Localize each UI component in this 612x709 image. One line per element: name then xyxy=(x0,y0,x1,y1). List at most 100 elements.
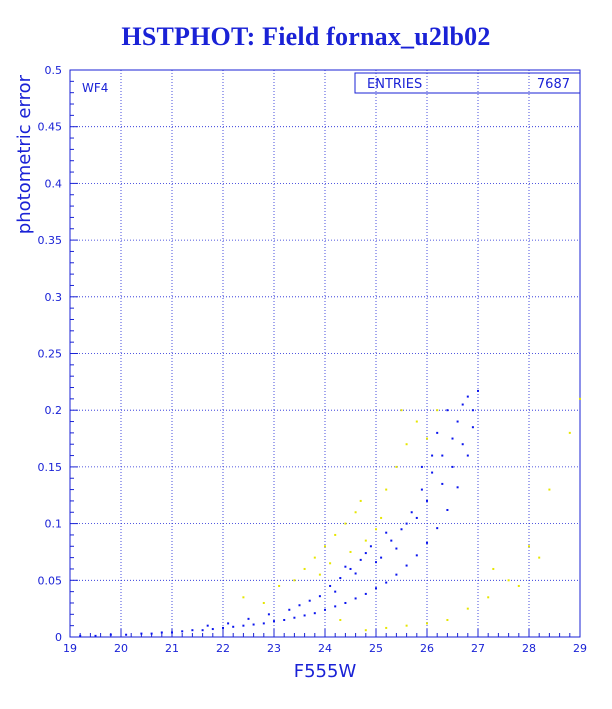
data-point xyxy=(415,516,418,519)
data-point xyxy=(471,426,474,429)
x-tick-label: 23 xyxy=(267,642,281,655)
data-point xyxy=(242,624,245,627)
data-point xyxy=(109,633,112,636)
y-tick-label: 0.5 xyxy=(45,64,63,77)
data-point xyxy=(278,584,281,587)
x-tick-label: 27 xyxy=(471,642,485,655)
data-point xyxy=(487,596,490,599)
data-point xyxy=(375,528,377,531)
data-point xyxy=(405,624,408,627)
stats-entries-value: 7687 xyxy=(537,77,570,92)
chart-title: HSTPHOT: Field fornax_u2lb02 xyxy=(121,22,491,51)
data-point xyxy=(400,528,403,531)
y-tick-label: 0.25 xyxy=(38,348,63,361)
data-point xyxy=(451,437,454,440)
data-point xyxy=(125,633,128,636)
data-point xyxy=(456,486,459,489)
data-point xyxy=(431,471,434,474)
data-point xyxy=(232,625,235,628)
data-point xyxy=(349,550,352,553)
data-point xyxy=(415,420,418,423)
data-point xyxy=(364,552,367,555)
data-point xyxy=(426,437,428,440)
data-point xyxy=(517,584,520,587)
data-point xyxy=(267,613,270,616)
data-point xyxy=(150,632,153,635)
grid-lines xyxy=(70,70,580,637)
data-point xyxy=(548,488,551,491)
data-point xyxy=(405,443,408,446)
data-point xyxy=(420,465,423,468)
data-point xyxy=(308,599,311,602)
data-point xyxy=(461,443,464,446)
data-point xyxy=(375,561,377,564)
data-point xyxy=(451,465,454,468)
x-tick-label: 26 xyxy=(420,642,434,655)
data-point xyxy=(313,556,316,559)
data-point xyxy=(426,541,428,544)
data-point xyxy=(140,632,143,635)
panel-label: WF4 xyxy=(82,81,108,95)
data-point xyxy=(579,397,581,400)
y-tick-label: 0.4 xyxy=(45,177,63,190)
y-tick-label: 0.15 xyxy=(38,461,63,474)
data-point xyxy=(390,539,393,542)
data-point xyxy=(334,590,337,593)
data-point xyxy=(318,595,321,598)
data-point xyxy=(206,624,209,627)
data-point xyxy=(415,554,418,557)
y-tick-label: 0 xyxy=(55,631,62,644)
data-point xyxy=(262,622,265,625)
data-point xyxy=(405,522,408,525)
data-point xyxy=(385,581,388,584)
data-point xyxy=(456,420,459,423)
data-point xyxy=(420,488,423,491)
data-point xyxy=(405,564,408,567)
data-point xyxy=(201,629,204,632)
data-point xyxy=(471,409,474,412)
data-point xyxy=(79,634,82,637)
data-point xyxy=(94,634,97,637)
data-point xyxy=(318,573,321,576)
data-point xyxy=(273,620,275,623)
data-point xyxy=(171,631,173,634)
y-tick-label: 0.3 xyxy=(45,291,63,304)
data-point xyxy=(344,601,347,604)
data-point xyxy=(426,622,428,625)
data-point xyxy=(400,409,403,412)
stats-box-frame xyxy=(354,72,581,94)
data-point xyxy=(329,562,332,565)
data-point xyxy=(461,403,464,406)
data-point xyxy=(431,454,434,457)
y-tick-label: 0.2 xyxy=(45,404,63,417)
x-tick-label: 20 xyxy=(114,642,128,655)
y-tick-label: 0.1 xyxy=(45,518,63,531)
data-point xyxy=(313,612,316,615)
data-point xyxy=(410,511,413,514)
y-tick-label: 0.45 xyxy=(38,121,63,134)
data-point xyxy=(303,567,306,570)
data-point xyxy=(339,577,342,580)
data-point xyxy=(324,545,326,548)
data-point xyxy=(436,527,439,530)
data-point xyxy=(441,454,444,457)
data-point xyxy=(329,584,332,587)
data-point xyxy=(528,545,530,548)
data-point xyxy=(380,516,383,519)
data-point xyxy=(354,572,357,575)
data-point xyxy=(293,616,296,619)
x-tick-label: 29 xyxy=(573,642,587,655)
data-point xyxy=(222,626,224,629)
data-point xyxy=(344,522,347,525)
y-tick-label: 0.35 xyxy=(38,234,63,247)
data-point xyxy=(466,607,469,610)
data-point xyxy=(441,482,444,485)
x-tick-label: 19 xyxy=(63,642,77,655)
stats-box: ENTRIES 7687 xyxy=(354,72,581,94)
data-point xyxy=(507,579,510,582)
data-point xyxy=(385,531,388,534)
data-point xyxy=(283,618,286,621)
data-point xyxy=(466,454,469,457)
data-point xyxy=(364,539,367,542)
data-point xyxy=(339,618,342,621)
